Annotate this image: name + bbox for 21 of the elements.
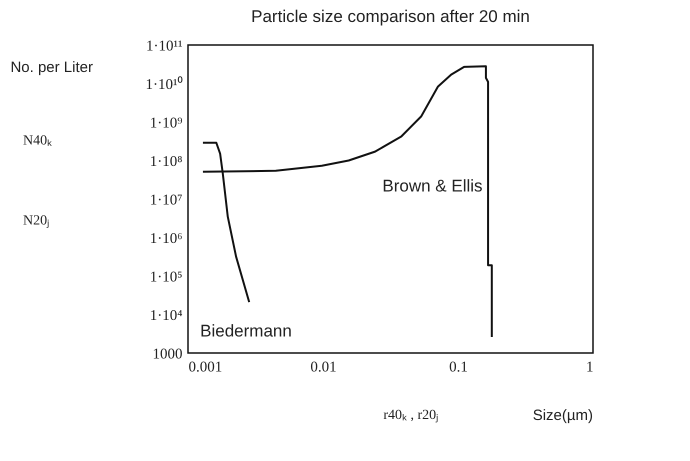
text: N40ₖ: [23, 133, 52, 148]
y-tick-label: 1·10¹¹: [146, 38, 182, 54]
text: N20ⱼ: [23, 214, 50, 229]
y-tick-label: 1·10⁹: [150, 116, 182, 132]
y-tick-label: 1·10⁴: [150, 308, 182, 324]
y-tick-label: 1·10⁷: [150, 192, 182, 208]
x-tick-label: 0.001: [188, 360, 222, 376]
x-tick-label: 1: [586, 360, 594, 376]
y-tick-label: 1·10⁸: [150, 154, 182, 170]
annotation: Biedermann: [200, 321, 292, 340]
chart-title: Particle size comparison after 20 min: [251, 7, 530, 26]
y-tick-label: 1·10⁵: [150, 270, 182, 286]
y-tick-label: 1000: [152, 346, 182, 362]
y-tick-label: 1·10¹⁰: [146, 76, 182, 93]
x-axis-title: r40ₖ , r20ⱼ: [383, 408, 438, 423]
text: Size(µm): [532, 407, 593, 424]
y-axis-title: No. per Liter: [10, 59, 93, 76]
x-tick-label: 0.01: [310, 360, 337, 376]
annotation: Brown & Ellis: [382, 176, 483, 196]
y-tick-label: 1·10⁶: [150, 231, 182, 247]
x-tick-label: 0.1: [449, 360, 468, 376]
